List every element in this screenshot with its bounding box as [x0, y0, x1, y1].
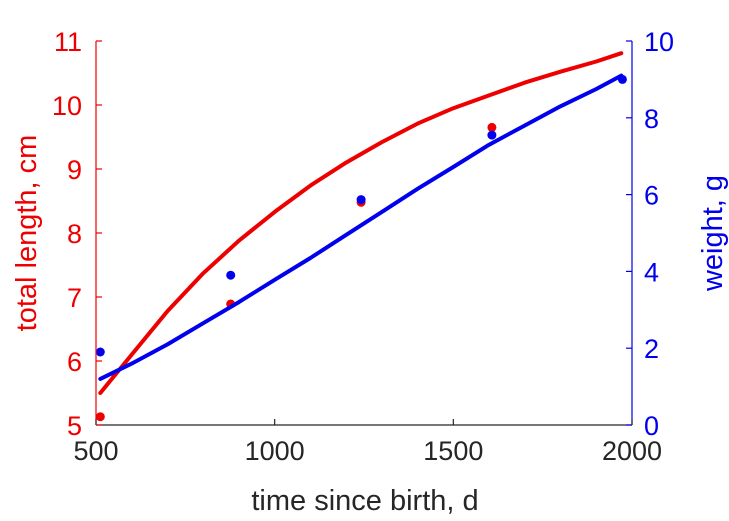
right-series-data-point	[356, 195, 366, 205]
x-axis-label: time since birth, d	[251, 485, 478, 517]
left-y-tick-label: 6	[67, 347, 82, 377]
right-y-tick-label: 8	[644, 104, 659, 134]
right-y-tick-label: 2	[644, 334, 659, 364]
right-y-tick-label: 6	[644, 181, 659, 211]
right-series-data-point	[95, 347, 105, 357]
left-y-tick-label: 9	[67, 155, 82, 185]
left-series-fit-line	[98, 51, 624, 395]
right-y-tick-label: 10	[644, 27, 674, 57]
right-y-tick-label: 4	[644, 257, 659, 287]
x-tick-label: 1000	[245, 436, 305, 466]
x-tick-label: 500	[73, 436, 118, 466]
right-series-data-point	[226, 270, 236, 280]
left-y-tick-label: 8	[67, 219, 82, 249]
x-ticks: 500 1000 1500 2000	[73, 419, 662, 466]
axes: 500 1000 1500 2000 5 6 7 8 9 10 11 0 2 4 6 8 10	[52, 27, 674, 466]
right-y-axis-label: weight, g	[697, 175, 729, 292]
left-y-tick-label: 7	[67, 283, 82, 313]
left-y-axis-label: total length, cm	[11, 135, 43, 332]
left-y-tick-label: 11	[54, 27, 82, 57]
left-series-data-point	[487, 122, 497, 132]
left-y-tick-label: 5	[67, 411, 82, 441]
left-series-data-point	[95, 412, 105, 422]
right-y-ticks: 0 2 4 6 8 10	[626, 27, 674, 441]
right-series-data-point	[487, 130, 497, 140]
right-series-data-point	[617, 74, 627, 84]
right-series-fit-line	[98, 73, 624, 381]
plot-area	[95, 51, 627, 422]
right-y-tick-label: 0	[644, 411, 659, 441]
x-tick-label: 1500	[423, 436, 483, 466]
left-y-ticks: 5 6 7 8 9 10 11	[52, 27, 102, 441]
x-tick-label: 2000	[602, 436, 662, 466]
left-y-tick-label: 10	[52, 91, 82, 121]
